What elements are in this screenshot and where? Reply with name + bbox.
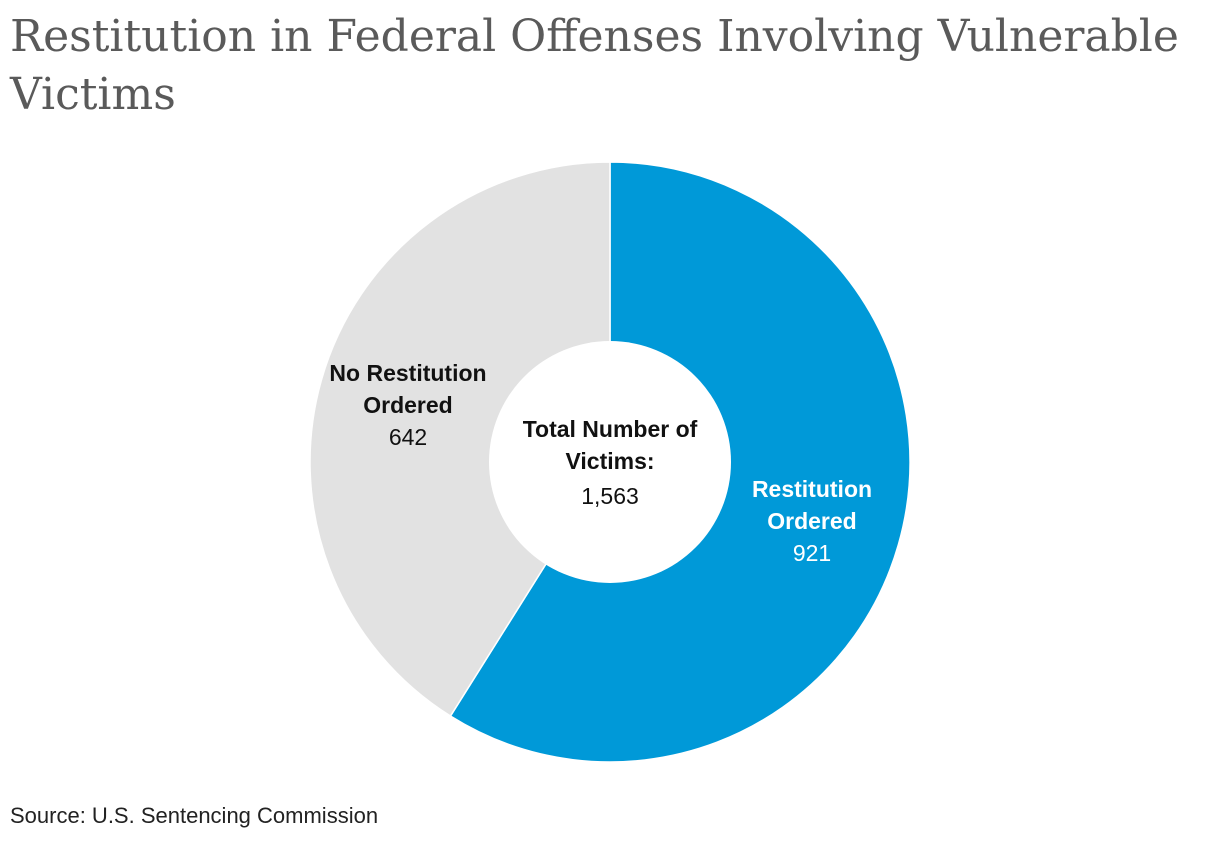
center-label-line-2: Victims: (565, 448, 654, 474)
slice-label-line-2: Ordered (767, 508, 856, 534)
center-label-line-1: Total Number of (523, 416, 698, 442)
center-total-value: 1,563 (581, 483, 639, 509)
slice-label-line-1: Restitution (752, 476, 872, 502)
slice-label-no-restitution-ordered: No Restitution Ordered 642 (329, 360, 486, 450)
slice-label-line-2: Ordered (363, 392, 452, 418)
slice-value: 642 (389, 424, 427, 450)
slice-label-restitution-ordered: Restitution Ordered 921 (752, 476, 872, 566)
pie-slice-no-restitution-ordered (309, 161, 611, 718)
slice-label-line-1: No Restitution (329, 360, 486, 386)
source-note: Source: U.S. Sentencing Commission (10, 803, 379, 828)
donut-hole (489, 341, 731, 583)
chart-title: Restitution in Federal Offenses Involvin… (10, 11, 1179, 120)
slice-value: 921 (793, 540, 831, 566)
